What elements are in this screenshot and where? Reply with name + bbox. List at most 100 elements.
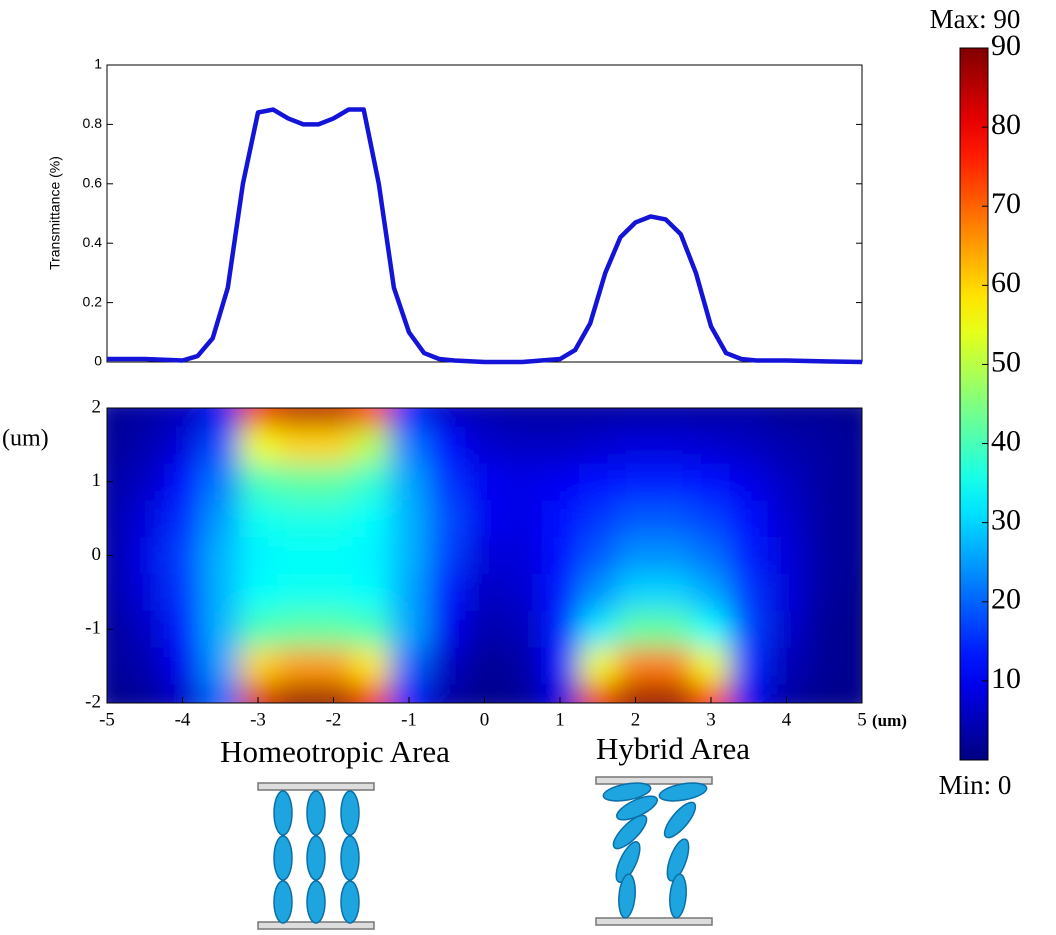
heatmap-cell [352, 500, 391, 538]
heatmap-cell [352, 684, 391, 703]
heatmap-cell [125, 684, 165, 703]
colorbar-tick-label: 80 [991, 108, 1021, 141]
heatmap-cell [503, 426, 542, 464]
heatmap-cell [767, 647, 806, 686]
heatmap-cell [314, 426, 353, 464]
heatmap-cell [465, 573, 504, 612]
colorbar-max-label: Max: 90 [930, 4, 1021, 34]
heatmap-cell [805, 537, 844, 575]
top-axes-frame [106, 64, 863, 363]
heatmap-cell [843, 463, 862, 501]
heatmap-cell [352, 463, 391, 501]
heatmap-cell [427, 684, 467, 703]
heatmap-cell [107, 426, 127, 464]
heatmap-cell [654, 684, 693, 703]
heatmap-cell [201, 684, 240, 703]
heatmap-cell [729, 537, 769, 575]
y-tick-label: 0 [92, 544, 102, 565]
heatmap-cell [201, 647, 240, 686]
heatmap-cell [541, 463, 580, 501]
heatmap-cell [390, 537, 429, 575]
heatmap-cell [654, 573, 693, 612]
heatmap-cell [201, 463, 240, 501]
heatmap-cell [692, 684, 731, 703]
heatmap-cell [578, 610, 618, 649]
heatmap-cell [427, 537, 467, 575]
heatmap-cell [314, 610, 353, 649]
heatmap-cell [616, 426, 655, 464]
heatmap-cell [276, 573, 316, 612]
colorbar-tick-label: 40 [991, 424, 1021, 457]
heatmap-cell [352, 610, 391, 649]
heatmap-cell [578, 537, 618, 575]
heatmap-cell [125, 408, 165, 427]
y-tick-label: 0.6 [83, 175, 103, 191]
heatmap-cell [276, 500, 316, 538]
heatmap-cell [163, 408, 202, 427]
heatmap-cell [503, 573, 542, 612]
heatmap-cell [163, 500, 202, 538]
heatmap-cell [503, 500, 542, 538]
heatmap-cell [201, 537, 240, 575]
heatmap-cell [654, 408, 693, 427]
heatmap-cell [541, 426, 580, 464]
heatmap-cell [465, 647, 504, 686]
heatmap-cell [107, 463, 127, 501]
heatmap-cell [239, 647, 278, 686]
heatmap-cell [107, 647, 127, 686]
heatmap-cell [239, 537, 278, 575]
heatmap-cell [352, 647, 391, 686]
heatmap-cell [541, 537, 580, 575]
heatmap-cell [729, 647, 769, 686]
heatmap-cell [163, 647, 202, 686]
transmittance-line [107, 107, 863, 365]
heatmap-cell [239, 426, 278, 464]
x-tick-label: -3 [250, 709, 266, 730]
heatmap-cell [427, 647, 467, 686]
heatmap-cell [843, 426, 862, 464]
heatmap-cell [729, 426, 769, 464]
heatmap-cell [767, 537, 806, 575]
heatmap-cell [125, 647, 165, 686]
heatmap-cell [163, 610, 202, 649]
heatmap-cell [276, 463, 316, 501]
y-axis-label: Transmittance (%) [47, 156, 63, 270]
heatmap-cell [352, 408, 391, 427]
heatmap-cell [654, 426, 693, 464]
heatmap-cell [578, 408, 618, 427]
heatmap-cell [314, 684, 353, 703]
heatmap-cell [692, 408, 731, 427]
heatmap-cell [390, 647, 429, 686]
heatmap-cell [729, 500, 769, 538]
y-tick-label: 0.2 [83, 293, 103, 309]
heatmap-cell [427, 426, 467, 464]
heatmap-cell [314, 573, 353, 612]
x-tick-label: 5 [857, 709, 867, 730]
heatmap-cell [692, 463, 731, 501]
heatmap-cell [390, 500, 429, 538]
heatmap-cell [616, 573, 655, 612]
heatmap-cell [465, 426, 504, 464]
x-tick-label: 1 [555, 709, 565, 730]
heatmap-cell [654, 463, 693, 501]
heatmap-cell [314, 500, 353, 538]
heatmap-cell [125, 610, 165, 649]
heatmap-cell [276, 647, 316, 686]
heatmap-cell [503, 463, 542, 501]
heatmap-cell [654, 610, 693, 649]
heatmap-cell [767, 500, 806, 538]
heatmap-cell [107, 500, 127, 538]
heatmap-cell [201, 408, 240, 427]
heatmap-cell [107, 408, 127, 427]
y-axis-label: (um) [2, 426, 49, 452]
colorbar-tick-label: 10 [991, 662, 1021, 695]
colorbar-tick-label: 60 [991, 266, 1021, 299]
heatmap-cell [163, 463, 202, 501]
heatmap-cell [654, 647, 693, 686]
heatmap-cell [390, 463, 429, 501]
heatmap-cell [125, 500, 165, 538]
heatmap-cell [616, 500, 655, 538]
heatmap-cell [352, 573, 391, 612]
heatmap-cell [125, 573, 165, 612]
